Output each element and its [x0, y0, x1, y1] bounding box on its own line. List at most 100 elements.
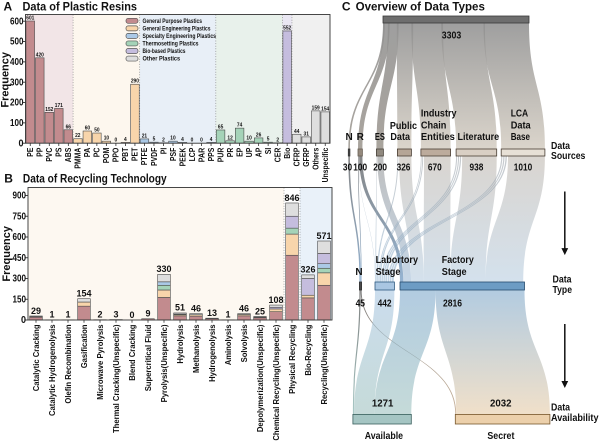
svg-text:670: 670: [428, 163, 442, 174]
svg-text:Unspecific: Unspecific: [321, 147, 330, 182]
svg-text:Methanolysis: Methanolysis: [191, 324, 201, 373]
svg-text:552: 552: [283, 26, 291, 32]
svg-text:Secret: Secret: [487, 431, 515, 442]
svg-text:60: 60: [85, 126, 90, 132]
svg-text:21: 21: [142, 133, 147, 139]
svg-text:Literature: Literature: [458, 132, 500, 143]
svg-text:Labortory: Labortory: [376, 255, 419, 266]
svg-text:C: C: [342, 0, 351, 14]
svg-text:Thermal Cracking(Unspecific): Thermal Cracking(Unspecific): [111, 324, 121, 433]
svg-text:EP: EP: [235, 148, 244, 157]
svg-text:400: 400: [10, 57, 24, 68]
svg-text:2: 2: [276, 137, 279, 143]
svg-text:PA: PA: [83, 147, 92, 157]
svg-text:Other Plastics: Other Plastics: [143, 57, 181, 63]
svg-text:31: 31: [304, 131, 309, 137]
svg-text:601: 601: [26, 16, 34, 22]
svg-text:9: 9: [146, 309, 151, 319]
svg-text:Data: Data: [551, 141, 570, 152]
svg-text:PI: PI: [159, 148, 168, 155]
svg-text:Sources: Sources: [551, 151, 586, 162]
svg-text:PVDF: PVDF: [150, 147, 159, 166]
svg-text:26: 26: [256, 132, 261, 138]
svg-text:450: 450: [13, 253, 27, 264]
svg-text:PTFE: PTFE: [140, 148, 149, 166]
svg-text:3303: 3303: [442, 31, 462, 42]
svg-text:LCA: LCA: [511, 109, 529, 120]
svg-text:General Purpose Plastics: General Purpose Plastics: [143, 19, 203, 25]
svg-text:108: 108: [269, 295, 284, 305]
svg-text:Data: Data: [553, 274, 572, 285]
svg-text:500: 500: [10, 37, 24, 48]
svg-text:Data: Data: [551, 403, 570, 414]
svg-text:4: 4: [124, 137, 128, 143]
svg-text:Recycling(Unspecific): Recycling(Unspecific): [319, 324, 329, 404]
svg-text:2032: 2032: [490, 399, 512, 410]
svg-text:Availability: Availability: [551, 413, 599, 424]
svg-text:10: 10: [246, 136, 251, 142]
svg-text:GFRP: GFRP: [302, 148, 311, 167]
svg-text:74: 74: [237, 123, 243, 129]
svg-text:51: 51: [175, 303, 185, 313]
svg-text:N: N: [355, 267, 362, 278]
svg-text:PAR: PAR: [197, 147, 206, 162]
svg-text:Supercritical Fluid: Supercritical Fluid: [143, 325, 153, 392]
svg-text:200: 200: [10, 98, 24, 109]
svg-text:LCP: LCP: [188, 148, 197, 162]
svg-text:Entities: Entities: [421, 132, 455, 143]
svg-text:Overview of Data Types: Overview of Data Types: [356, 0, 486, 14]
svg-text:Data: Data: [390, 132, 410, 143]
svg-text:Industry: Industry: [421, 109, 457, 120]
svg-text:PR: PR: [226, 147, 235, 157]
svg-text:12: 12: [227, 135, 232, 141]
svg-text:Bio-based Plastics: Bio-based Plastics: [143, 49, 187, 55]
svg-text:600: 600: [13, 232, 27, 243]
svg-text:900: 900: [13, 191, 27, 202]
svg-text:R: R: [357, 132, 365, 143]
svg-text:AP: AP: [254, 148, 263, 158]
svg-text:Frequency: Frequency: [1, 225, 13, 282]
svg-text:66: 66: [66, 124, 71, 130]
svg-text:2: 2: [162, 137, 165, 143]
svg-text:300: 300: [13, 274, 27, 285]
svg-text:Bio: Bio: [283, 147, 292, 158]
svg-text:Factory: Factory: [442, 255, 474, 266]
svg-text:Data of Plastic Resins: Data of Plastic Resins: [23, 0, 138, 14]
svg-text:25: 25: [255, 306, 265, 316]
svg-text:Physical Recycling: Physical Recycling: [287, 325, 297, 394]
svg-text:Hydrolysis: Hydrolysis: [175, 324, 185, 363]
svg-text:10: 10: [170, 136, 175, 142]
svg-text:1271: 1271: [372, 399, 394, 410]
svg-text:Microwave Pyrolysis: Microwave Pyrolysis: [95, 324, 105, 399]
svg-text:B: B: [4, 172, 13, 186]
svg-text:13: 13: [207, 308, 217, 318]
svg-text:44: 44: [294, 129, 300, 135]
svg-text:Hydrogenolysis: Hydrogenolysis: [207, 324, 217, 382]
svg-text:Chain: Chain: [421, 121, 447, 132]
svg-text:29: 29: [31, 306, 41, 316]
svg-text:UP: UP: [245, 148, 254, 158]
svg-text:1: 1: [226, 310, 231, 320]
svg-text:330: 330: [157, 264, 172, 274]
svg-text:Depolymerization(Unspecific): Depolymerization(Unspecific): [255, 324, 265, 432]
svg-text:Public: Public: [390, 121, 417, 132]
svg-text:PPO: PPO: [112, 148, 121, 163]
svg-text:Data of Recycling Technology: Data of Recycling Technology: [23, 172, 167, 186]
svg-text:Catalytic Hydrogenolysis: Catalytic Hydrogenolysis: [47, 324, 57, 416]
svg-text:Thermosetting Plastics: Thermosetting Plastics: [143, 41, 200, 47]
svg-text:0: 0: [200, 138, 203, 144]
svg-text:150: 150: [13, 294, 27, 305]
svg-text:846: 846: [285, 193, 300, 203]
svg-text:PP: PP: [36, 148, 45, 157]
svg-text:PEEK: PEEK: [178, 147, 187, 166]
svg-text:PMMA: PMMA: [74, 147, 83, 168]
svg-text:Solvolysis: Solvolysis: [239, 324, 249, 362]
svg-text:Olefin Recombination: Olefin Recombination: [63, 325, 73, 404]
svg-text:Base: Base: [511, 132, 531, 143]
svg-text:CFRP: CFRP: [293, 148, 302, 167]
svg-text:300: 300: [10, 77, 24, 88]
svg-text:571: 571: [317, 231, 332, 241]
svg-text:PBT: PBT: [121, 148, 130, 162]
svg-text:154: 154: [77, 289, 92, 299]
svg-text:ES: ES: [375, 132, 385, 143]
